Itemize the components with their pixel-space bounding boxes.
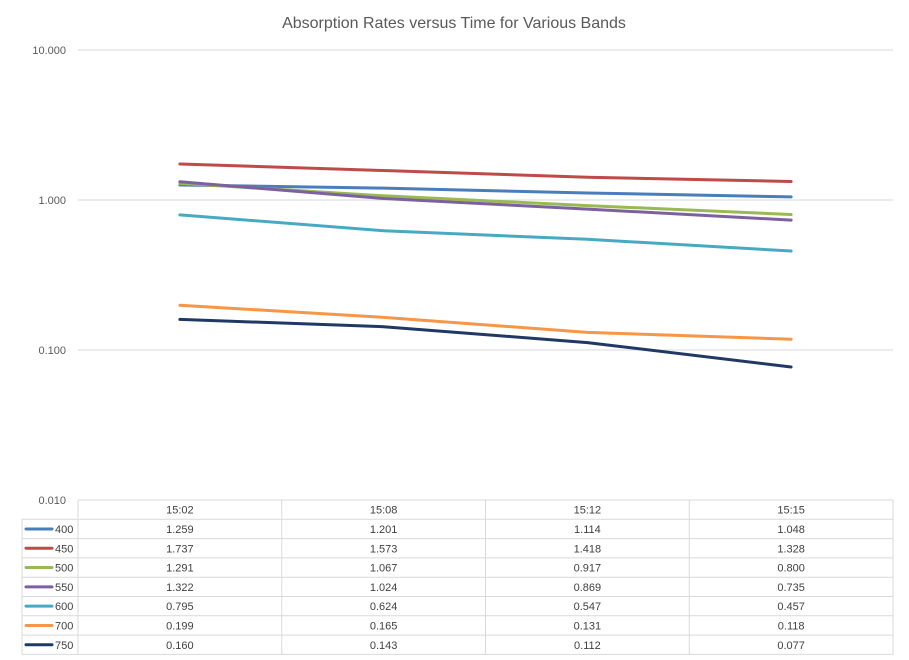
data-label: 0.547: [574, 601, 602, 613]
legend-label: 700: [55, 620, 73, 632]
series-line-400: [178, 183, 793, 199]
legend-label: 500: [55, 563, 73, 575]
data-label: 0.118: [778, 620, 805, 632]
x-tick-label: 15:12: [574, 505, 602, 517]
data-label: 0.917: [574, 563, 602, 575]
data-label: 1.322: [166, 582, 194, 594]
data-label: 1.291: [166, 563, 194, 575]
data-label: 0.795: [166, 601, 194, 613]
x-tick-label: 15:08: [370, 505, 398, 517]
data-label: 1.737: [166, 543, 194, 555]
data-label: 1.114: [574, 524, 601, 536]
x-tick-label: 15:02: [166, 505, 194, 517]
data-label: 1.048: [777, 524, 805, 536]
y-tick-label: 1.000: [38, 195, 66, 207]
data-label: 0.131: [574, 620, 602, 632]
data-label: 0.735: [777, 582, 805, 594]
data-label: 0.165: [370, 620, 398, 632]
legend-label: 750: [55, 640, 73, 652]
y-tick-label: 0.010: [38, 495, 66, 507]
data-label: 0.077: [777, 640, 805, 652]
legend-label: 400: [55, 524, 73, 536]
y-axis: 10.000 1.000 0.100 0.010: [32, 45, 66, 507]
series-line-750: [178, 317, 793, 369]
gridlines: [78, 49, 893, 501]
data-label: 1.201: [370, 524, 398, 536]
series-line-700: [178, 303, 793, 341]
legend-label: 450: [55, 543, 73, 555]
data-label: 1.328: [777, 543, 805, 555]
data-label: 1.259: [166, 524, 194, 536]
x-tick-label: 15:15: [777, 505, 805, 517]
data-label: 0.869: [574, 582, 602, 594]
data-label: 0.199: [166, 620, 194, 632]
series-line-450: [178, 162, 793, 183]
data-label: 1.024: [370, 582, 398, 594]
data-label: 0.143: [370, 640, 398, 652]
chart-title: Absorption Rates versus Time for Various…: [282, 15, 626, 32]
y-tick-label: 10.000: [32, 45, 66, 57]
data-label: 1.067: [370, 563, 398, 575]
data-label: 1.573: [370, 543, 398, 555]
data-label: 0.457: [777, 601, 805, 613]
data-label: 0.112: [574, 640, 601, 652]
data-table: 15:02 15:08 15:12 15:15 400 1.259 1.201 1.114 1.…: [21, 499, 894, 655]
legend-label: 600: [55, 601, 73, 613]
plot-area: [178, 162, 793, 369]
data-label: 0.624: [370, 601, 398, 613]
data-label: 0.160: [166, 640, 194, 652]
series-line-600: [178, 213, 793, 253]
legend-label: 550: [55, 582, 73, 594]
data-label: 1.418: [574, 543, 602, 555]
series-line-550: [178, 180, 793, 222]
data-label: 0.800: [777, 563, 805, 575]
y-tick-label: 0.100: [38, 345, 66, 357]
